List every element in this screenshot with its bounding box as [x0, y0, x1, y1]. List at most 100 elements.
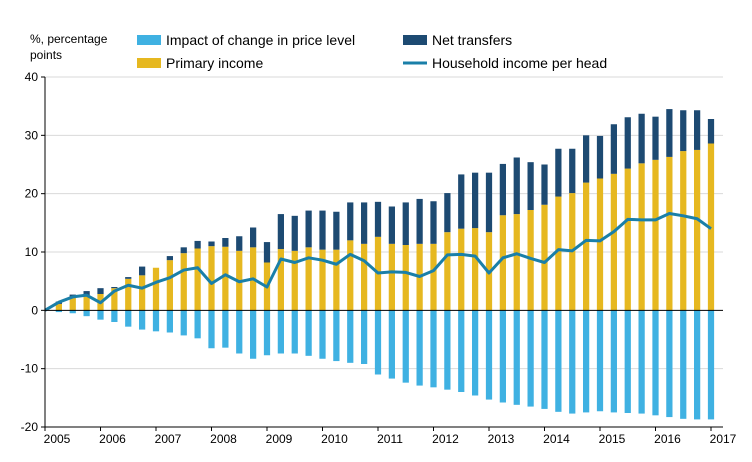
bar [319, 310, 326, 359]
bar [555, 196, 562, 311]
bar [97, 310, 104, 320]
bar [180, 253, 187, 311]
x-tick-label: 2010 [321, 432, 348, 446]
bar [361, 243, 368, 311]
y-tick-label: 10 [25, 245, 39, 259]
y-tick-label: 20 [25, 187, 39, 201]
y-tick-labels: -20 -10 0 10 20 30 40 [21, 70, 39, 434]
bar [111, 287, 118, 289]
bar [666, 310, 673, 418]
bar [166, 260, 173, 311]
bar [513, 310, 520, 405]
bar [69, 298, 76, 311]
bar [527, 310, 534, 407]
bar [208, 310, 215, 349]
bar [374, 310, 382, 375]
bar [638, 163, 645, 311]
bar [499, 163, 506, 216]
bar [111, 288, 118, 311]
bar [416, 310, 423, 386]
x-tick-label: 2005 [44, 432, 71, 446]
bar [666, 156, 673, 311]
bar [458, 310, 465, 392]
bar [139, 310, 146, 330]
bar [583, 310, 590, 413]
bar [166, 256, 173, 261]
bar [152, 267, 160, 311]
x-tick-label: 2013 [488, 432, 515, 446]
bar [347, 240, 354, 311]
bar [194, 248, 201, 311]
bar [305, 210, 312, 248]
bar [430, 310, 437, 388]
bar [97, 288, 104, 294]
legend-swatch-price-level [137, 35, 161, 45]
bar [680, 151, 687, 311]
bar [277, 214, 284, 250]
bar [472, 310, 479, 396]
bar [624, 310, 631, 413]
bar [236, 310, 243, 354]
bar [402, 310, 409, 383]
bar [458, 228, 465, 311]
bar [485, 310, 493, 400]
bar [638, 310, 645, 414]
bar [610, 124, 617, 174]
bar [707, 310, 715, 420]
bar [166, 310, 173, 333]
bar [125, 277, 132, 279]
bar [180, 247, 187, 254]
bar [250, 227, 257, 248]
bar [361, 202, 368, 244]
x-tick-labels: 2005 2006 2007 2008 2009 2010 2011 2012 2013 2014… [44, 432, 737, 446]
bar [472, 228, 479, 311]
legend-label-net-transfers: Net transfers [432, 32, 512, 48]
y-tick-label: -10 [21, 362, 39, 376]
bar [680, 310, 687, 419]
bar [180, 310, 187, 336]
bar [291, 250, 298, 311]
x-tick-label: 2012 [432, 432, 459, 446]
bar [444, 232, 451, 311]
bar [388, 206, 395, 244]
bar [610, 310, 617, 413]
bar [499, 215, 506, 311]
bar [555, 148, 562, 197]
y-tick-label: 0 [31, 303, 38, 317]
bar [513, 214, 520, 311]
bar [402, 202, 409, 245]
bar [666, 109, 673, 157]
bar [513, 157, 520, 215]
bar [555, 310, 562, 412]
bar [680, 110, 687, 152]
gridlines [45, 76, 723, 428]
bar [305, 247, 312, 311]
income-line [44, 212, 712, 312]
bar [527, 210, 534, 311]
bar [583, 135, 590, 183]
bar [527, 162, 534, 210]
bar [499, 310, 506, 403]
x-tick-label: 2017 [710, 432, 737, 446]
bar [430, 201, 437, 244]
bar [319, 249, 326, 311]
bars [55, 109, 715, 420]
y-axis-label-line-2: points [30, 48, 62, 62]
y-axis-label-line-1: %, percentage [30, 32, 108, 46]
bar [624, 168, 631, 311]
bar [222, 246, 229, 311]
bar [610, 173, 617, 311]
bar [402, 245, 409, 311]
bar [694, 110, 701, 150]
bar [347, 310, 354, 363]
bar [458, 174, 465, 229]
bar [707, 119, 715, 144]
bar [347, 202, 354, 241]
bar [208, 241, 215, 247]
bar [444, 193, 451, 233]
bar [319, 210, 326, 250]
bar [652, 159, 659, 311]
bar [263, 242, 271, 263]
bar [222, 310, 229, 348]
